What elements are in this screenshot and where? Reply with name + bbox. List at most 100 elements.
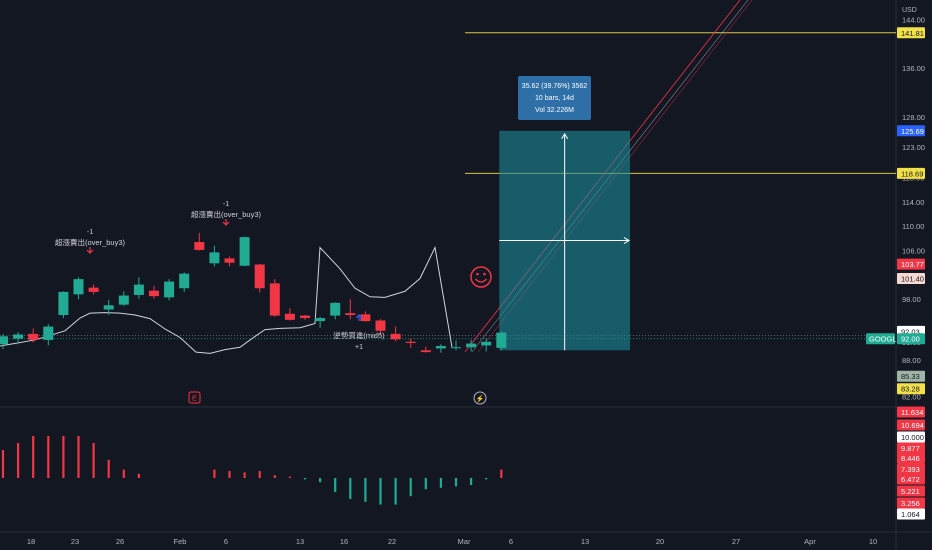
candle-body[interactable] xyxy=(496,332,507,348)
arrow-down-icon xyxy=(222,219,230,226)
candle-body[interactable] xyxy=(481,341,492,346)
oscillator-badge xyxy=(897,452,925,464)
price-tick-label: 136.00 xyxy=(902,64,925,73)
candle-body[interactable] xyxy=(133,284,144,295)
candle-body[interactable] xyxy=(103,305,114,310)
smiley-eye xyxy=(483,272,486,276)
time-tick-label: 13 xyxy=(296,537,304,546)
candle-body[interactable] xyxy=(451,347,461,349)
candle-body[interactable] xyxy=(88,287,99,292)
candle-body[interactable] xyxy=(28,333,39,340)
price-tick-label: 110.00 xyxy=(902,222,924,231)
price-badge-label: 101.40 xyxy=(901,275,924,284)
price-badge-label: 141.81 xyxy=(901,29,924,38)
candle-body[interactable] xyxy=(466,343,477,348)
candle-body[interactable] xyxy=(284,313,295,320)
measure-tooltip-line: 35.62 (39.76%) 3562 xyxy=(522,83,587,90)
price-badge-label: 83.28 xyxy=(901,385,920,394)
candle-body[interactable] xyxy=(315,318,326,322)
smiley-mouth xyxy=(475,278,487,283)
candle-body[interactable] xyxy=(345,313,356,315)
arrow-up-icon xyxy=(561,132,569,140)
time-tick-label: Mar xyxy=(458,537,471,546)
candle-body[interactable] xyxy=(224,258,235,263)
candle-body[interactable] xyxy=(179,273,190,289)
signal-count: -1 xyxy=(87,229,93,236)
price-badge-label: 125.69 xyxy=(901,127,924,136)
ma-path xyxy=(0,245,453,354)
time-tick-label: 18 xyxy=(27,537,35,546)
candle-body[interactable] xyxy=(118,295,129,305)
price-axis[interactable]: USD144.00136.00128.00123.00118.00114.001… xyxy=(866,7,925,401)
oscillator-badge xyxy=(897,419,925,431)
price-tick-label: 88.00 xyxy=(902,356,921,365)
price-badge-label: 85.33 xyxy=(901,372,920,381)
dividend-icon[interactable] xyxy=(473,391,487,405)
signal-label: 超漲賣出(over_buy3) xyxy=(191,209,262,219)
candle-body[interactable] xyxy=(360,314,371,322)
time-tick-label: 22 xyxy=(388,537,396,546)
oscillator-badge xyxy=(897,508,925,520)
candle-body[interactable] xyxy=(43,326,54,340)
candle-body[interactable] xyxy=(164,281,175,298)
dividend-marker-label: ⚡ xyxy=(476,394,485,403)
candle-body[interactable] xyxy=(149,290,159,297)
price-badge-label: 103.77 xyxy=(901,260,924,269)
candle-body[interactable] xyxy=(420,350,431,353)
candlesticks[interactable] xyxy=(0,232,507,353)
candle-body[interactable] xyxy=(0,336,8,345)
candle-body[interactable] xyxy=(13,334,24,339)
moving-average-line xyxy=(0,245,453,354)
candle-body[interactable] xyxy=(194,242,205,250)
time-tick-label: 13 xyxy=(581,537,589,546)
candle-body[interactable] xyxy=(73,279,84,295)
oscillator-tick-label: 9.877 xyxy=(901,444,920,453)
measure-tooltip-line: 10 bars, 14d xyxy=(535,95,574,102)
event-markers[interactable]: E ⚡ xyxy=(188,391,487,405)
measure-tooltip xyxy=(518,76,591,120)
price-badge xyxy=(897,273,925,285)
oscillator-badge xyxy=(897,485,925,497)
arrow-right-icon xyxy=(623,237,630,244)
candle-body[interactable] xyxy=(390,333,401,340)
symbol-badge-label: GOOGL xyxy=(869,335,897,344)
oscillator-badge xyxy=(897,406,925,418)
price-tick-label: 106.00 xyxy=(902,247,925,256)
price-tick-label: 123.00 xyxy=(902,143,925,152)
price-badge xyxy=(897,258,925,270)
candle-body[interactable] xyxy=(435,346,446,349)
arrow-down-icon xyxy=(86,247,94,254)
oscillator-badge xyxy=(897,431,925,443)
measurement-tool[interactable]: 35.62 (39.76%) 3562 10 bars, 14d Vol 32.22… xyxy=(499,76,630,351)
candle-body[interactable] xyxy=(330,302,341,316)
candle-body[interactable] xyxy=(300,315,310,319)
time-tick-label: 6 xyxy=(224,537,228,546)
candle-body[interactable] xyxy=(375,320,386,331)
candle-body[interactable] xyxy=(58,291,69,315)
oscillator-tick-label: 5.221 xyxy=(901,487,920,496)
price-badge xyxy=(897,333,925,345)
time-tick-label: 10 xyxy=(869,537,877,546)
oscillator-tick-label: 10.000 xyxy=(901,433,924,442)
price-tick-label: 114.00 xyxy=(902,198,924,207)
candle-body[interactable] xyxy=(254,264,265,289)
candle-body[interactable] xyxy=(269,283,280,316)
candle-body[interactable] xyxy=(405,341,416,343)
price-badge-label: 118.69 xyxy=(901,169,923,178)
currency-label: USD xyxy=(902,7,917,14)
time-axis[interactable]: 18 23 26 Feb 6 13 16 22 Mar 6 13 20 27 Apr 10 xyxy=(27,537,877,546)
time-tick-label: Apr xyxy=(804,537,816,546)
smiley-eye xyxy=(476,272,479,276)
earnings-icon[interactable] xyxy=(188,391,201,404)
candle-body[interactable] xyxy=(209,252,220,264)
candle-body[interactable] xyxy=(239,237,250,266)
oscillator-badge xyxy=(897,442,925,454)
measure-tooltip-line: Vol 32.226M xyxy=(535,107,574,114)
oscillator-tick-label: 6.472 xyxy=(901,475,920,484)
time-tick-label: Feb xyxy=(174,537,187,546)
signal-label: 超漲賣出(over_buy3) xyxy=(55,237,126,247)
price-badge xyxy=(897,370,925,382)
